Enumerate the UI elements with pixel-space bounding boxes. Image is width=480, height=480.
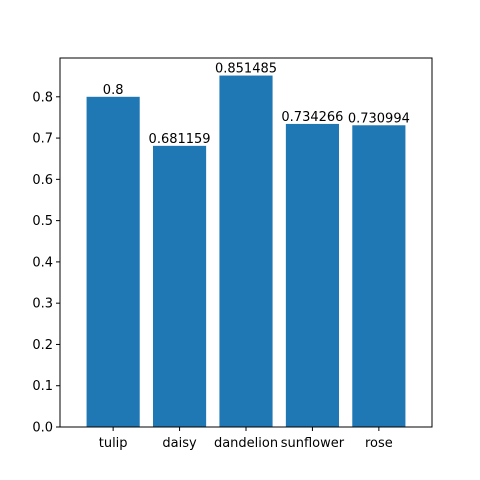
x-tick-label-tulip: tulip xyxy=(99,436,128,451)
x-tick-label-sunflower: sunflower xyxy=(281,436,345,451)
y-tick-label: 0.4 xyxy=(32,255,53,270)
plot-frame xyxy=(59,57,433,428)
y-tick-label: 0.3 xyxy=(32,297,53,312)
x-tick-label-dandelion: dandelion xyxy=(214,436,278,451)
value-label-sunflower: 0.734266 xyxy=(281,110,343,125)
x-tick-label-daisy: daisy xyxy=(162,436,197,451)
x-tick-label-rose: rose xyxy=(365,436,393,451)
bars-group xyxy=(86,75,406,428)
bar-dandelion xyxy=(219,75,273,428)
x-axis: tulip daisy dandelion sunflower rose xyxy=(99,427,393,451)
y-tick-label: 0.0 xyxy=(32,421,53,436)
y-tick-label: 0.1 xyxy=(32,379,53,394)
bar-tulip xyxy=(86,96,140,428)
y-tick-label: 0.7 xyxy=(32,132,53,147)
bar-rose xyxy=(352,125,406,427)
value-label-rose: 0.730994 xyxy=(348,111,410,126)
y-tick-label: 0.8 xyxy=(32,90,53,105)
value-label-daisy: 0.681159 xyxy=(149,132,211,147)
y-tick-label: 0.6 xyxy=(32,173,53,188)
bar-sunflower xyxy=(285,123,339,427)
value-labels-group: 0.8 0.681159 0.851485 0.734266 0.730994 xyxy=(103,62,410,147)
y-tick-label: 0.2 xyxy=(32,338,53,353)
value-label-tulip: 0.8 xyxy=(103,83,124,98)
y-tick-label: 0.5 xyxy=(32,214,53,229)
value-label-dandelion: 0.851485 xyxy=(215,62,277,77)
bar-daisy xyxy=(153,145,207,428)
y-axis: 0.0 0.1 0.2 0.3 0.4 0.5 0.6 0.7 0.8 xyxy=(32,90,60,436)
